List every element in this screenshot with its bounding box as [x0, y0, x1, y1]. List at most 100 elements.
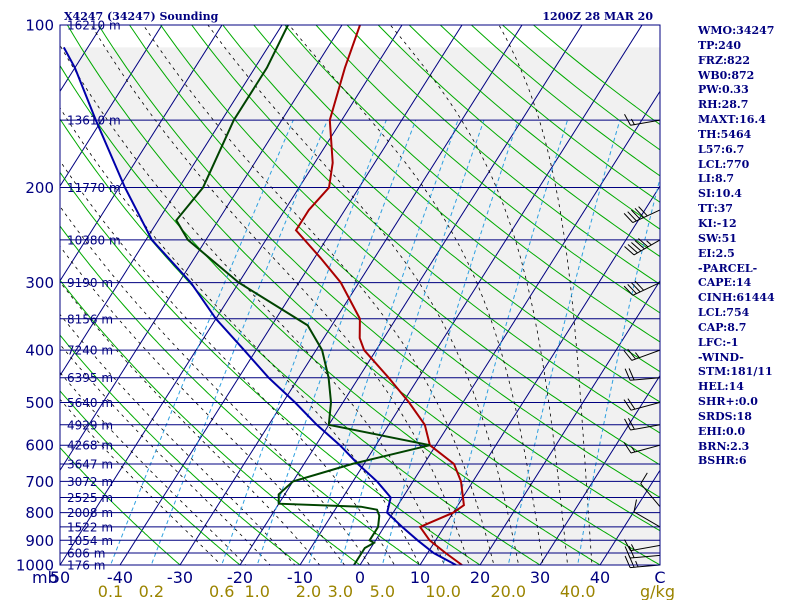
index-item: SW:51	[698, 231, 737, 245]
height-label: 11770 m	[67, 181, 121, 195]
isotherm-line	[119, 25, 463, 565]
dry-adiabat-line	[346, 25, 660, 285]
dry-adiabat-line	[253, 25, 660, 373]
dry-adiabat-line	[377, 25, 660, 258]
dry-adiabat-line	[60, 390, 241, 565]
dry-adiabat-line	[60, 225, 421, 565]
pressure-tick-label: 300	[25, 274, 54, 292]
parcel-trace	[62, 46, 457, 565]
height-label: 2525 m	[67, 491, 113, 505]
indices-panel: WMO:34247 TP:240 FRZ:822 WB0:872 PW:0.33 RH:2…	[698, 24, 775, 469]
moist-adiabat-line	[142, 25, 495, 565]
dry-adiabat-line	[315, 25, 660, 314]
pressure-tick-label: 500	[25, 394, 54, 412]
temperature-tick-label: -30	[167, 568, 193, 587]
wind-barb	[623, 398, 661, 411]
wind-barb	[624, 368, 661, 381]
height-label: 1522 m	[67, 520, 113, 534]
moist-adiabat-line	[60, 343, 271, 565]
moist-adiabat-line	[60, 281, 321, 565]
isotherm-line	[60, 25, 223, 282]
isotherm-line	[60, 25, 283, 377]
isotherm-line	[599, 469, 660, 565]
wind-barb	[624, 238, 661, 256]
isotherm-line	[60, 25, 343, 472]
temperature-tick-label: 10	[410, 568, 430, 587]
temperature-tick-label: 0	[355, 568, 365, 587]
wind-barb	[640, 472, 661, 508]
index-item: SRDS:18	[698, 409, 752, 423]
height-label: 606 m	[67, 547, 105, 561]
index-item: EHI:0.0	[698, 424, 746, 438]
sounding-profiles	[62, 25, 465, 565]
index-item: TP:240	[698, 38, 742, 52]
isotherm-line	[359, 90, 660, 565]
index-item: -PARCEL-	[698, 261, 758, 275]
height-label: 1054 m	[67, 534, 113, 548]
temperature-tick-label: 40	[590, 568, 610, 587]
height-label: 3647 m	[67, 458, 113, 472]
index-item: PW:0.33	[698, 83, 749, 97]
temperature-tick-label: -10	[287, 568, 313, 587]
mixing-ratio-label: 40.0	[560, 582, 596, 600]
mixing-ratio-label: 20.0	[490, 582, 526, 600]
index-item: BSHR:6	[698, 454, 747, 468]
pressure-tick-label: 400	[25, 342, 54, 360]
shaded-region	[63, 47, 660, 565]
dry-adiabat-line	[191, 25, 660, 434]
wind-barb	[623, 280, 661, 296]
wind-barb	[624, 555, 661, 569]
pressure-unit-label: mb	[32, 568, 58, 587]
temperature-tick-label: 50	[50, 568, 70, 587]
dry-adiabat-line	[66, 25, 660, 565]
height-label: 4929 m	[67, 418, 113, 432]
pressure-tick-label: 100	[25, 17, 54, 35]
mixing-ratio-label: 0.6	[209, 582, 234, 600]
mixing-ratio-label: 2.0	[296, 582, 321, 600]
moist-adiabat-line	[90, 25, 470, 565]
index-item: MAXT:16.4	[698, 113, 766, 127]
dry-adiabat-line	[128, 25, 660, 498]
index-item: CAP:8.7	[698, 320, 747, 334]
index-item: STM:181/11	[698, 365, 773, 379]
pressure-tick-label: 1000	[16, 557, 54, 575]
dry-adiabat-line	[97, 25, 660, 532]
height-label: 9190 m	[67, 276, 113, 290]
dry-adiabat-line	[60, 334, 301, 565]
isotherm-line	[0, 13, 50, 576]
temperature-tick-label: 20	[470, 568, 490, 587]
wind-barb	[623, 442, 661, 454]
plot-frame	[59, 24, 661, 566]
wind-barbs	[623, 113, 661, 569]
moist-adiabats	[60, 25, 593, 565]
dry-adiabat-line	[159, 25, 660, 466]
dry-adiabat-line	[60, 446, 181, 565]
index-item: SI:10.4	[698, 187, 742, 201]
index-item: TT:37	[698, 202, 733, 216]
pressure-tick-label: 700	[25, 473, 54, 491]
moist-adiabat-line	[389, 25, 569, 565]
height-label: 6395 m	[67, 371, 113, 385]
temperature-tick-label: -20	[227, 568, 253, 587]
wind-barb	[624, 113, 661, 126]
wind-barb	[624, 539, 661, 552]
index-item: WB0:872	[698, 68, 755, 82]
index-item: WMO:34247	[698, 24, 775, 37]
index-item: -WIND-	[698, 350, 744, 364]
index-item: LFC:-1	[698, 335, 739, 349]
index-item: SHR+:0.0	[698, 395, 758, 409]
moist-adiabat-line	[60, 205, 370, 565]
isotherm-line	[479, 279, 660, 565]
mixing-ratio-label: 3.0	[328, 582, 353, 600]
dewpoint-trace	[175, 25, 431, 565]
index-item: TH:5464	[698, 127, 752, 141]
height-label: 7240 m	[67, 344, 113, 358]
moist-adiabat-line	[498, 25, 593, 565]
isotherm-line	[179, 25, 523, 565]
isotherm-line	[539, 374, 660, 565]
index-item: EI:2.5	[698, 246, 735, 260]
index-item: FRZ:822	[698, 53, 751, 67]
index-item: CAPE:14	[698, 276, 752, 290]
wind-barb	[633, 499, 661, 528]
mixing-ratio-unit-label: g/kg	[640, 582, 675, 600]
